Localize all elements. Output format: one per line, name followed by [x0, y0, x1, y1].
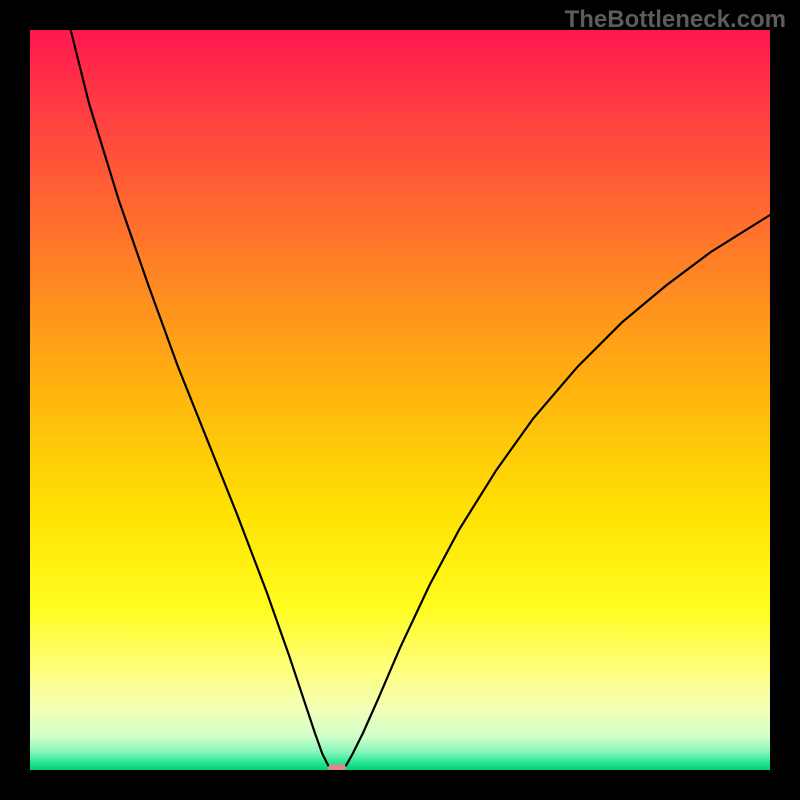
gradient-background — [30, 30, 770, 770]
minimum-marker — [328, 764, 346, 770]
bottleneck-curve-chart — [30, 30, 770, 770]
chart-frame: TheBottleneck.com — [0, 0, 800, 800]
watermark-text: TheBottleneck.com — [565, 6, 786, 34]
plot-area — [30, 30, 770, 770]
